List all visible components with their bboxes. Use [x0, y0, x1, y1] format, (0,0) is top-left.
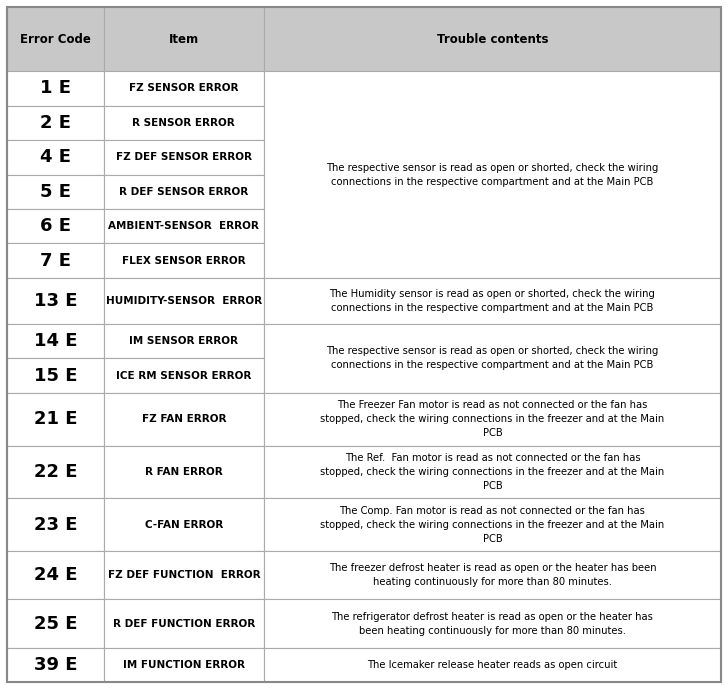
- Bar: [7, 599, 103, 648]
- Text: 23 E: 23 E: [33, 516, 77, 534]
- Text: The Humidity sensor is read as open or shorted, check the wiring
connections in : The Humidity sensor is read as open or s…: [330, 289, 655, 313]
- Text: R DEF SENSOR ERROR: R DEF SENSOR ERROR: [119, 187, 248, 197]
- Text: The Icemaker release heater reads as open circuit: The Icemaker release heater reads as ope…: [368, 660, 617, 670]
- Bar: [7, 174, 103, 209]
- Text: Error Code: Error Code: [20, 32, 91, 45]
- Text: IM SENSOR ERROR: IM SENSOR ERROR: [130, 336, 238, 346]
- Bar: [264, 498, 721, 551]
- Text: The refrigerator defrost heater is read as open or the heater has
been heating c: The refrigerator defrost heater is read …: [331, 612, 653, 635]
- Bar: [7, 648, 103, 682]
- Bar: [7, 105, 103, 140]
- Text: The respective sensor is read as open or shorted, check the wiring
connections i: The respective sensor is read as open or…: [326, 347, 659, 370]
- Text: 7 E: 7 E: [40, 251, 71, 269]
- Text: 25 E: 25 E: [33, 615, 77, 633]
- Bar: [7, 393, 103, 446]
- Bar: [7, 551, 103, 599]
- Bar: [264, 278, 721, 324]
- Bar: [7, 140, 103, 174]
- Bar: [103, 551, 264, 599]
- Bar: [264, 7, 721, 71]
- Bar: [264, 324, 721, 393]
- Bar: [264, 446, 721, 498]
- Bar: [103, 71, 264, 105]
- Text: 13 E: 13 E: [33, 292, 77, 310]
- Text: FZ SENSOR ERROR: FZ SENSOR ERROR: [129, 83, 239, 94]
- Text: 2 E: 2 E: [40, 114, 71, 132]
- Bar: [7, 358, 103, 393]
- Text: HUMIDITY-SENSOR  ERROR: HUMIDITY-SENSOR ERROR: [106, 296, 262, 306]
- Bar: [264, 393, 721, 446]
- Bar: [264, 648, 721, 682]
- Text: Item: Item: [169, 32, 199, 45]
- Text: R DEF FUNCTION ERROR: R DEF FUNCTION ERROR: [113, 619, 255, 628]
- Text: 1 E: 1 E: [40, 79, 71, 97]
- Bar: [103, 174, 264, 209]
- Bar: [7, 446, 103, 498]
- Text: The Comp. Fan motor is read as not connected or the fan has
stopped, check the w: The Comp. Fan motor is read as not conne…: [320, 506, 665, 544]
- Text: FZ DEF SENSOR ERROR: FZ DEF SENSOR ERROR: [116, 152, 252, 163]
- Bar: [103, 393, 264, 446]
- Text: 15 E: 15 E: [33, 367, 77, 384]
- Bar: [103, 324, 264, 358]
- Text: C-FAN ERROR: C-FAN ERROR: [145, 520, 223, 530]
- Text: AMBIENT-SENSOR  ERROR: AMBIENT-SENSOR ERROR: [108, 221, 259, 232]
- Bar: [103, 278, 264, 324]
- Text: 22 E: 22 E: [33, 463, 77, 481]
- Bar: [103, 648, 264, 682]
- Bar: [7, 324, 103, 358]
- Bar: [264, 71, 721, 278]
- Bar: [103, 209, 264, 243]
- Bar: [103, 599, 264, 648]
- Bar: [264, 551, 721, 599]
- Bar: [103, 105, 264, 140]
- Text: The Freezer Fan motor is read as not connected or the fan has
stopped, check the: The Freezer Fan motor is read as not con…: [320, 400, 665, 438]
- Bar: [103, 358, 264, 393]
- Bar: [264, 599, 721, 648]
- Text: 21 E: 21 E: [33, 410, 77, 428]
- Text: 14 E: 14 E: [33, 332, 77, 350]
- Bar: [7, 278, 103, 324]
- Text: FZ DEF FUNCTION  ERROR: FZ DEF FUNCTION ERROR: [108, 570, 260, 580]
- Text: The respective sensor is read as open or shorted, check the wiring
connections i: The respective sensor is read as open or…: [326, 163, 659, 187]
- Bar: [103, 7, 264, 71]
- Bar: [7, 7, 103, 71]
- Text: ICE RM SENSOR ERROR: ICE RM SENSOR ERROR: [116, 371, 252, 380]
- Bar: [7, 498, 103, 551]
- Text: 6 E: 6 E: [40, 217, 71, 235]
- Text: 39 E: 39 E: [33, 656, 77, 674]
- Text: FZ FAN ERROR: FZ FAN ERROR: [142, 414, 226, 424]
- Text: The Ref.  Fan motor is read as not connected or the fan has
stopped, check the w: The Ref. Fan motor is read as not connec…: [320, 453, 665, 491]
- Bar: [103, 140, 264, 174]
- Bar: [103, 498, 264, 551]
- Text: The freezer defrost heater is read as open or the heater has been
heating contin: The freezer defrost heater is read as op…: [328, 564, 656, 587]
- Bar: [103, 243, 264, 278]
- Bar: [7, 243, 103, 278]
- Text: IM FUNCTION ERROR: IM FUNCTION ERROR: [123, 660, 245, 670]
- Text: 5 E: 5 E: [40, 183, 71, 200]
- Text: FLEX SENSOR ERROR: FLEX SENSOR ERROR: [122, 256, 245, 266]
- Text: R SENSOR ERROR: R SENSOR ERROR: [132, 118, 235, 128]
- Bar: [7, 71, 103, 105]
- Text: Trouble contents: Trouble contents: [437, 32, 548, 45]
- Text: R FAN ERROR: R FAN ERROR: [145, 467, 223, 477]
- Bar: [7, 209, 103, 243]
- Bar: [103, 446, 264, 498]
- Text: 24 E: 24 E: [33, 566, 77, 584]
- Text: 4 E: 4 E: [40, 148, 71, 166]
